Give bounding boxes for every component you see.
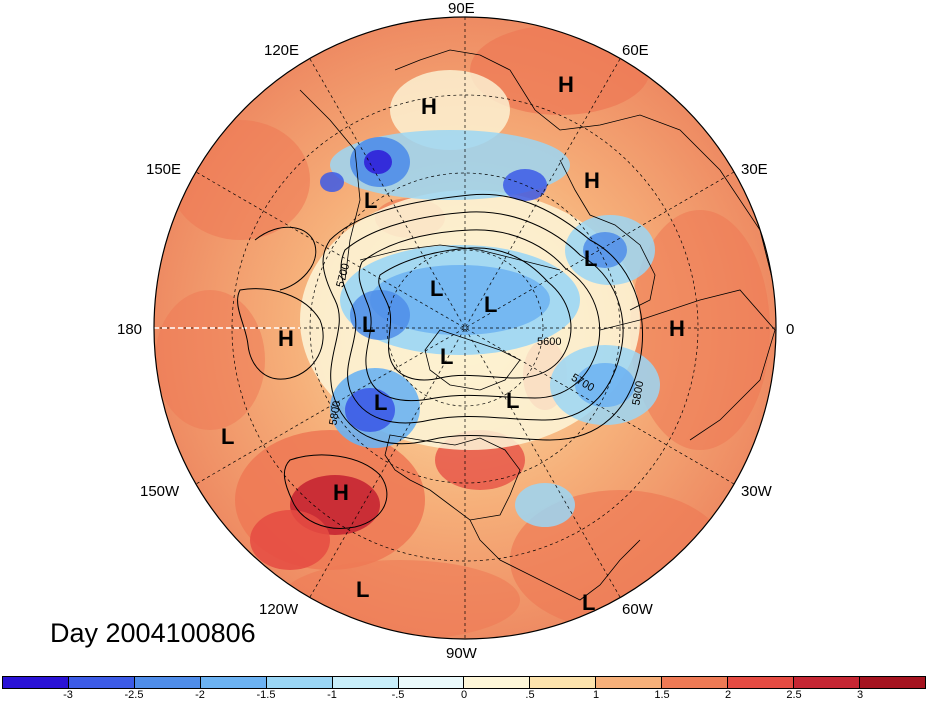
low-pressure-marker: L: [374, 390, 387, 415]
colorbar-swatch: [68, 677, 135, 688]
colorbar-swatch: [794, 677, 860, 688]
colorbar-tick-label: 0: [460, 689, 468, 701]
colorbar-tick-label: -2.5: [124, 689, 144, 701]
longitude-labels: 90E 60E 30E 0 30W 60W 90W 120W 150W 180 …: [117, 0, 794, 662]
colorbar-tick-label: 3: [856, 689, 864, 701]
lon-label-0: 0: [786, 321, 794, 338]
colorbar-swatch: [266, 677, 333, 688]
graticule: [154, 17, 776, 639]
low-pressure-marker: L: [484, 292, 497, 317]
low-pressure-marker: L: [582, 590, 595, 615]
colorbar-tick-label: -3: [63, 689, 73, 701]
colorbar-tick-label: -2: [195, 689, 205, 701]
high-pressure-marker: H: [421, 94, 437, 119]
colorbar-swatch: [332, 677, 399, 688]
low-pressure-marker: L: [364, 188, 377, 213]
contour-label: 5800: [327, 400, 343, 426]
colorbar-swatch: [200, 677, 267, 688]
high-pressure-marker: H: [669, 316, 685, 341]
colorbar-ticks: -3 -2.5 -2 -1.5 -1 -.5 0 .5 1 1.5 2 2.5 3: [2, 689, 926, 702]
colorbar: [2, 676, 926, 689]
lon-label-180: 180: [117, 321, 142, 338]
lon-label-30w: 30W: [741, 483, 773, 500]
lon-label-120w: 120W: [259, 601, 299, 618]
colorbar-swatch: [728, 677, 795, 688]
colorbar-tick-label: 2: [724, 689, 732, 701]
low-pressure-marker: L: [430, 276, 443, 301]
colorbar-swatch: [859, 677, 925, 688]
high-pressure-marker: H: [278, 326, 294, 351]
colorbar-tick-label: 2.5: [786, 689, 802, 701]
lon-label-150e: 150E: [146, 161, 181, 178]
low-pressure-marker: L: [356, 577, 369, 602]
lon-label-30e: 30E: [741, 161, 768, 178]
low-pressure-marker: L: [506, 388, 519, 413]
high-pressure-marker: H: [584, 168, 600, 193]
high-pressure-marker: H: [333, 480, 349, 505]
day-title: Day 2004100806: [50, 618, 256, 648]
pressure-centers: H H H H H H L L L L L L L L L L L L: [221, 72, 685, 615]
height-contours: [237, 193, 644, 529]
lon-label-150w: 150W: [140, 483, 180, 500]
colorbar-tick-label: -.5: [391, 689, 405, 701]
map-boundary: [153, 16, 777, 640]
lon-label-60e: 60E: [622, 42, 649, 59]
low-pressure-marker: L: [584, 246, 597, 271]
contour-label: 5800: [630, 380, 646, 406]
colorbar-tick-label: -1: [327, 689, 337, 701]
colorbar-swatch: [662, 677, 729, 688]
lon-label-60w: 60W: [622, 601, 654, 618]
lon-label-90e: 90E: [448, 0, 475, 17]
colorbar-tick-label: .5: [525, 689, 535, 701]
colorbar-swatch: [3, 677, 69, 688]
colorbar-tick-label: 1.5: [654, 689, 670, 701]
high-pressure-marker: H: [558, 72, 574, 97]
low-pressure-marker: L: [440, 344, 453, 369]
colorbar-swatch: [596, 677, 663, 688]
contour-label: 5600: [537, 336, 561, 348]
lon-label-90w: 90W: [446, 645, 478, 662]
colorbar-tick-label: 1: [592, 689, 600, 701]
lon-label-120e: 120E: [264, 42, 299, 59]
colorbar-swatch: [530, 677, 597, 688]
colorbar-tick-label: -1.5: [256, 689, 276, 701]
colorbar-swatch: [464, 677, 531, 688]
low-pressure-marker: L: [362, 312, 375, 337]
low-pressure-marker: L: [221, 424, 234, 449]
colorbar-swatch: [398, 677, 465, 688]
colorbar-swatch: [134, 677, 201, 688]
